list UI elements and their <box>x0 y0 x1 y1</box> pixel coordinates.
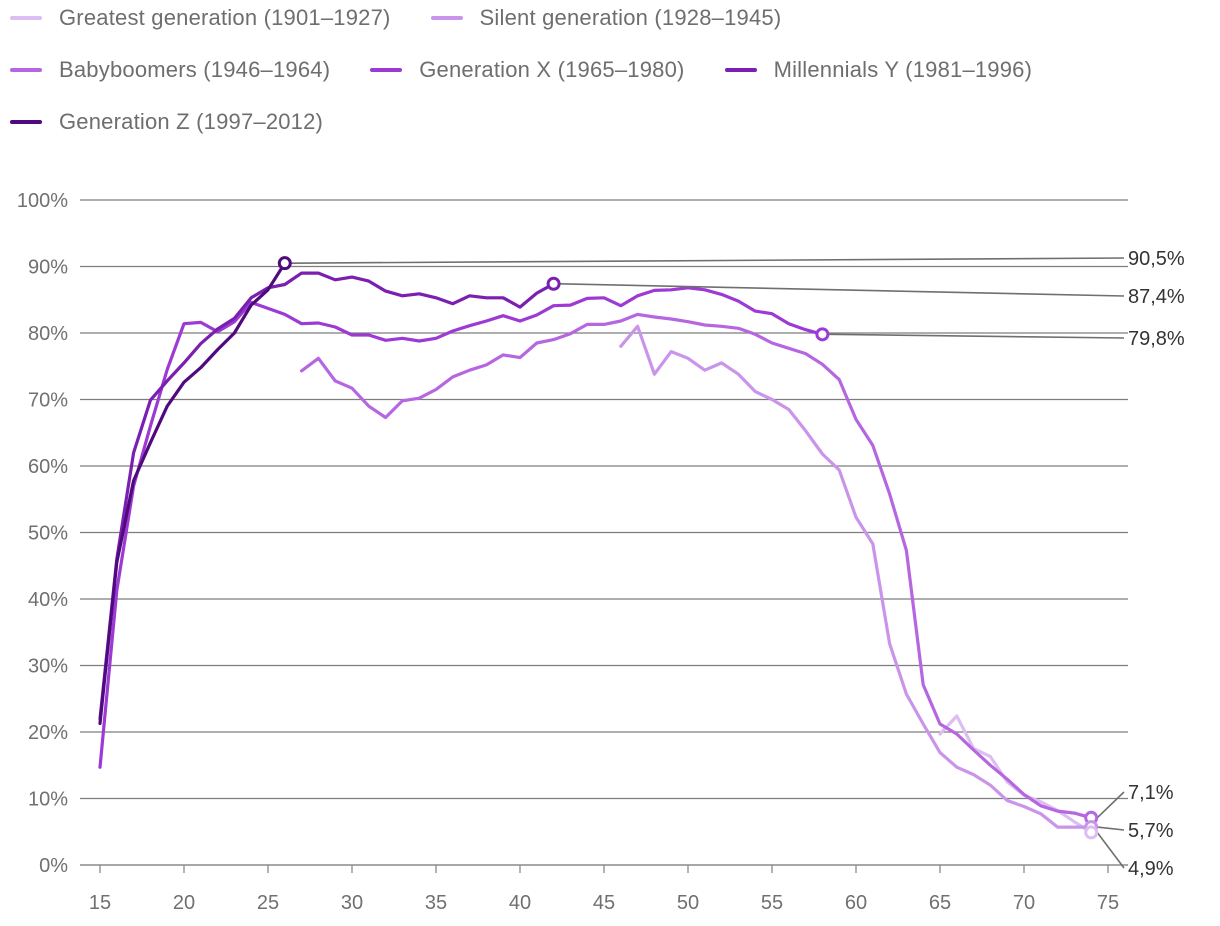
y-tick-label: 50% <box>28 523 68 545</box>
series-line <box>98 261 287 725</box>
legend-item-millennials: Millennials Y (1981–1996) <box>724 57 1033 83</box>
legend-item-greatest: Greatest generation (1901–1927) <box>10 5 391 31</box>
y-tick-label: 100% <box>17 190 68 212</box>
y-tick-label: 90% <box>28 257 68 279</box>
x-axis-ticks: 15 20 25 30 35 40 45 50 55 60 65 70 75 <box>89 865 1119 914</box>
x-tick-label: 75 <box>1097 892 1119 914</box>
end-value-label: 4,9% <box>1128 858 1174 880</box>
legend-swatch-greatest <box>10 16 42 20</box>
legend-item-babyboomers: Babyboomers (1946–1964) <box>10 57 330 83</box>
legend-label-generation-z: Generation Z (1997–2012) <box>59 109 324 134</box>
annotation-leader <box>828 333 1125 339</box>
x-tick-label: 15 <box>89 892 111 914</box>
series-line <box>300 312 1093 820</box>
end-point-marker <box>1084 825 1099 840</box>
x-tick-label: 20 <box>173 892 195 914</box>
x-tick-label: 40 <box>509 892 531 914</box>
y-tick-label: 20% <box>28 722 68 744</box>
series-line <box>619 324 1093 829</box>
x-tick-label: 65 <box>929 892 951 914</box>
legend-label-millennials: Millennials Y (1981–1996) <box>773 57 1033 82</box>
end-value-label: 5,7% <box>1128 820 1174 842</box>
series-line <box>98 271 556 721</box>
y-tick-label: 30% <box>28 656 68 678</box>
legend-swatch-generation-x <box>370 68 403 72</box>
end-value-label: 90,5% <box>1128 248 1185 270</box>
end-point-marker <box>277 256 292 271</box>
x-tick-label: 35 <box>425 892 447 914</box>
legend-swatch-babyboomers <box>10 68 42 72</box>
legend-row-2: Babyboomers (1946–1964) Generation X (19… <box>10 50 1072 90</box>
annotation-leader <box>1097 826 1125 831</box>
legend-swatch-silent <box>430 16 463 20</box>
legend-label-babyboomers: Babyboomers (1946–1964) <box>59 57 331 82</box>
end-point-marker <box>546 276 561 291</box>
end-annotations: 90,5% 87,4% 79,8% 7,1% 5,7% 4,9% <box>277 248 1185 880</box>
x-tick-label: 70 <box>1013 892 1035 914</box>
series-lines <box>98 261 1093 834</box>
x-tick-label: 45 <box>593 892 615 914</box>
legend-item-generation-x: Generation X (1965–1980) <box>370 57 684 83</box>
legend-label-silent: Silent generation (1928–1945) <box>479 5 782 30</box>
legend-row-1: Greatest generation (1901–1927) Silent g… <box>10 0 821 38</box>
y-tick-label: 10% <box>28 789 68 811</box>
series-line <box>98 286 824 769</box>
legend-swatch-millennials <box>724 68 757 72</box>
y-tick-label: 60% <box>28 456 68 478</box>
end-value-label: 87,4% <box>1128 286 1185 308</box>
legend-label-generation-x: Generation X (1965–1980) <box>419 57 685 82</box>
annotation-leader <box>1096 791 1125 819</box>
y-tick-label: 80% <box>28 323 68 345</box>
annotation-leader <box>290 257 1125 264</box>
annotation-leader <box>559 282 1125 297</box>
legend-row-3: Generation Z (1997–2012) <box>10 102 363 142</box>
x-tick-label: 60 <box>845 892 867 914</box>
gridlines <box>80 199 1128 866</box>
x-tick-label: 25 <box>257 892 279 914</box>
legend-item-generation-z: Generation Z (1997–2012) <box>10 109 323 135</box>
y-tick-label: 40% <box>28 589 68 611</box>
annotation-leader <box>1096 831 1125 869</box>
y-axis-ticks: 0% 10% 20% 30% 40% 50% 60% 70% 80% 90% 100% <box>17 190 68 877</box>
y-tick-label: 70% <box>28 390 68 412</box>
end-value-label: 79,8% <box>1128 328 1185 350</box>
x-tick-label: 50 <box>677 892 699 914</box>
series-line <box>938 714 1093 834</box>
x-tick-label: 55 <box>761 892 783 914</box>
x-tick-label: 30 <box>341 892 363 914</box>
end-point-marker <box>815 327 830 342</box>
legend-label-greatest: Greatest generation (1901–1927) <box>59 5 391 30</box>
legend-swatch-generation-z <box>10 120 42 124</box>
y-tick-label: 0% <box>39 855 68 877</box>
end-value-label: 7,1% <box>1128 782 1174 804</box>
legend-item-silent: Silent generation (1928–1945) <box>430 5 782 31</box>
